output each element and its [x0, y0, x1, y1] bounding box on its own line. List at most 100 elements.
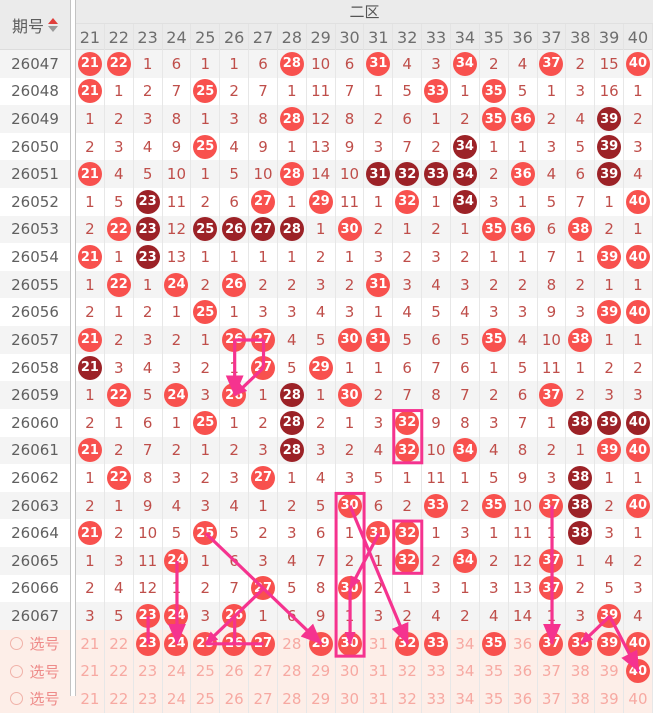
pick-cell[interactable]: 25: [191, 629, 221, 658]
pick-cell[interactable]: 40: [624, 629, 653, 658]
pick-cell[interactable]: 31: [364, 629, 394, 658]
pick-number[interactable]: 26: [224, 662, 244, 681]
pick-cell[interactable]: 22: [105, 657, 134, 686]
pick-cell[interactable]: 25: [191, 657, 221, 686]
pick-number[interactable]: 28: [282, 662, 302, 681]
pick-number[interactable]: 24: [166, 689, 186, 708]
pick-cell[interactable]: 37: [538, 657, 567, 686]
pick-cell[interactable]: 27: [249, 685, 278, 713]
pick-cell[interactable]: 30: [336, 685, 365, 713]
pick-cell[interactable]: 38: [566, 685, 596, 713]
pick-cell[interactable]: 34: [451, 685, 480, 713]
pick-number[interactable]: 39: [599, 689, 619, 708]
pick-cell[interactable]: 23: [134, 657, 163, 686]
selected-number-ball[interactable]: 29: [308, 631, 333, 656]
pick-cell[interactable]: 39: [595, 657, 625, 686]
pick-number[interactable]: 37: [541, 689, 561, 708]
selected-number-ball[interactable]: 37: [539, 631, 564, 656]
selected-number-ball[interactable]: 30: [337, 631, 362, 656]
selected-number-ball[interactable]: 23: [135, 631, 160, 656]
pick-number[interactable]: 31: [368, 634, 388, 653]
pick-number[interactable]: 22: [109, 689, 129, 708]
pick-number[interactable]: 29: [311, 689, 331, 708]
pick-cell[interactable]: 36: [509, 657, 538, 686]
pick-cell[interactable]: 24: [163, 657, 192, 686]
pick-cell[interactable]: 32: [393, 657, 423, 686]
pick-cell[interactable]: 27: [249, 657, 278, 686]
pick-cell[interactable]: 23: [134, 629, 163, 658]
pick-cell[interactable]: 36: [509, 629, 538, 658]
pick-cell[interactable]: 30: [336, 629, 365, 658]
pick-cell[interactable]: 33: [422, 657, 451, 686]
pick-number[interactable]: 30: [339, 689, 360, 708]
pick-number[interactable]: 22: [109, 662, 129, 681]
pick-cell[interactable]: 30: [336, 657, 365, 686]
pick-cell[interactable]: 38: [566, 657, 596, 686]
pick-cell[interactable]: 27: [249, 629, 278, 658]
pick-number[interactable]: 35: [484, 662, 504, 681]
selected-number-ball[interactable]: 27: [250, 631, 275, 656]
pick-number[interactable]: 32: [397, 662, 417, 681]
pick-cell[interactable]: 40: [624, 685, 653, 713]
pick-number[interactable]: 34: [455, 634, 475, 653]
pick-cell[interactable]: 21: [76, 685, 105, 713]
pick-cell[interactable]: 28: [278, 685, 307, 713]
selected-number-ball[interactable]: 40: [625, 659, 650, 684]
pick-cell[interactable]: 31: [364, 685, 394, 713]
pick-cell[interactable]: 32: [393, 629, 423, 658]
pick-cell[interactable]: 36: [509, 685, 538, 713]
pick-number[interactable]: 35: [484, 689, 504, 708]
pick-cell[interactable]: 39: [595, 685, 625, 713]
pick-cell[interactable]: 29: [307, 657, 336, 686]
pick-cell[interactable]: 21: [76, 629, 105, 658]
pick-number[interactable]: 25: [195, 662, 215, 681]
pick-number[interactable]: 34: [455, 689, 475, 708]
pick-number[interactable]: 23: [138, 662, 158, 681]
pick-cell[interactable]: 21: [76, 657, 105, 686]
selected-number-ball[interactable]: 38: [568, 631, 593, 656]
pick-number[interactable]: 31: [368, 662, 388, 681]
pick-cell[interactable]: 29: [307, 629, 336, 658]
pick-number[interactable]: 21: [80, 634, 100, 653]
selected-number-ball[interactable]: 25: [193, 631, 218, 656]
pick-cell[interactable]: 23: [134, 685, 163, 713]
selected-number-ball[interactable]: 35: [481, 631, 506, 656]
pick-cell[interactable]: 38: [566, 629, 596, 658]
pick-number[interactable]: 36: [513, 662, 533, 681]
pick-number[interactable]: 21: [80, 662, 100, 681]
pick-row-radio[interactable]: [10, 692, 24, 706]
pick-number[interactable]: 22: [109, 634, 129, 653]
pick-cell[interactable]: 33: [422, 685, 451, 713]
pick-cell[interactable]: 39: [595, 629, 625, 658]
pick-cell[interactable]: 33: [422, 629, 451, 658]
pick-number[interactable]: 27: [253, 662, 273, 681]
pick-cell[interactable]: 34: [451, 629, 480, 658]
selected-number-ball[interactable]: 33: [424, 631, 449, 656]
pick-cell[interactable]: 22: [105, 685, 134, 713]
pick-number[interactable]: 33: [426, 662, 446, 681]
pick-cell[interactable]: 24: [163, 629, 192, 658]
pick-cell[interactable]: 26: [220, 629, 250, 658]
pick-number[interactable]: 34: [455, 662, 475, 681]
selected-number-ball[interactable]: 24: [164, 631, 189, 656]
pick-cell[interactable]: 31: [364, 657, 394, 686]
pick-number[interactable]: 38: [570, 662, 590, 681]
pick-number[interactable]: 36: [513, 689, 533, 708]
pick-number[interactable]: 31: [368, 689, 388, 708]
pick-cell[interactable]: 22: [105, 629, 134, 658]
pick-number[interactable]: 33: [426, 689, 446, 708]
selected-number-ball[interactable]: 32: [395, 631, 420, 656]
sort-control[interactable]: [48, 18, 58, 32]
selected-number-ball[interactable]: 39: [597, 631, 622, 656]
pick-cell[interactable]: 37: [538, 685, 567, 713]
pick-cell[interactable]: 26: [220, 657, 250, 686]
pick-cell[interactable]: 28: [278, 657, 307, 686]
pick-number[interactable]: 26: [224, 689, 244, 708]
pick-number[interactable]: 39: [599, 662, 619, 681]
pick-number[interactable]: 25: [195, 689, 215, 708]
pick-number[interactable]: 27: [253, 689, 273, 708]
pick-number[interactable]: 37: [541, 662, 561, 681]
pick-cell[interactable]: 35: [480, 657, 509, 686]
pick-number[interactable]: 32: [397, 689, 417, 708]
pick-cell[interactable]: 26: [220, 685, 250, 713]
